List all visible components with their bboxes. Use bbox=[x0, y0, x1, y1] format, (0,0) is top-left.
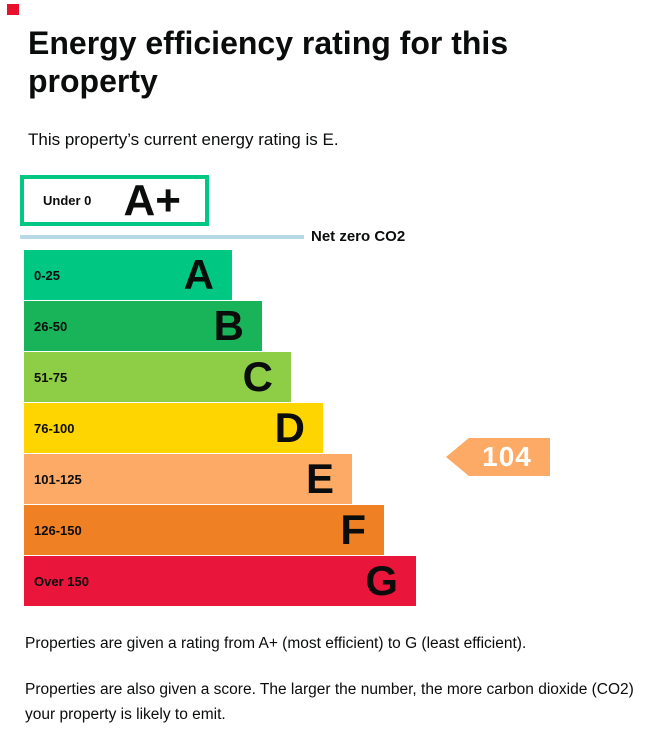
current-score-value: 104 bbox=[482, 441, 532, 472]
band-e: 101-125 E bbox=[24, 454, 352, 504]
band-f: 126-150 F bbox=[24, 505, 384, 555]
score-explainer-text: Properties are also given a score. The l… bbox=[25, 681, 634, 723]
band-c: 51-75 C bbox=[24, 352, 291, 402]
band-g-range-label: Over 150 bbox=[34, 573, 89, 589]
band-e-grade-letter: E bbox=[305, 455, 334, 502]
band-a-plus: Under 0 A+ bbox=[20, 175, 209, 226]
net-zero-label: Net zero CO2 bbox=[311, 228, 406, 245]
band-f-range-label: 126-150 bbox=[34, 522, 82, 538]
band-d-grade-letter: D bbox=[274, 404, 305, 451]
current-score-arrow: 104 bbox=[446, 438, 550, 476]
band-e-range-label: 101-125 bbox=[34, 471, 82, 487]
net-zero-line bbox=[20, 235, 304, 239]
band-a-plus-range-label: Under 0 bbox=[43, 193, 92, 208]
band-g: Over 150 G bbox=[24, 556, 416, 606]
rating-explainer-text: Properties are given a rating from A+ (m… bbox=[25, 635, 527, 652]
band-b-range-label: 26-50 bbox=[34, 318, 68, 334]
band-c-range-label: 51-75 bbox=[34, 369, 68, 385]
current-rating-sentence: This property’s current energy rating is… bbox=[28, 130, 339, 149]
band-d: 76-100 D bbox=[24, 403, 323, 453]
band-c-grade-letter: C bbox=[242, 353, 273, 400]
band-a: 0-25 A bbox=[24, 250, 232, 300]
band-g-grade-letter: G bbox=[365, 557, 398, 604]
page-title: Energy efficiency rating for this proper… bbox=[28, 25, 509, 99]
band-b-grade-letter: B bbox=[213, 302, 244, 349]
rating-bands: 0-25 A 26-50 B 51-75 C 76-100 D 101-125 … bbox=[24, 250, 416, 607]
band-a-grade-letter: A bbox=[183, 251, 214, 298]
band-b: 26-50 B bbox=[24, 301, 262, 351]
band-a-range-label: 0-25 bbox=[34, 267, 61, 283]
band-f-grade-letter: F bbox=[340, 506, 366, 553]
band-a-plus-grade-letter: A+ bbox=[123, 176, 181, 225]
red-corner-marker bbox=[7, 4, 19, 15]
band-d-range-label: 76-100 bbox=[34, 420, 75, 436]
